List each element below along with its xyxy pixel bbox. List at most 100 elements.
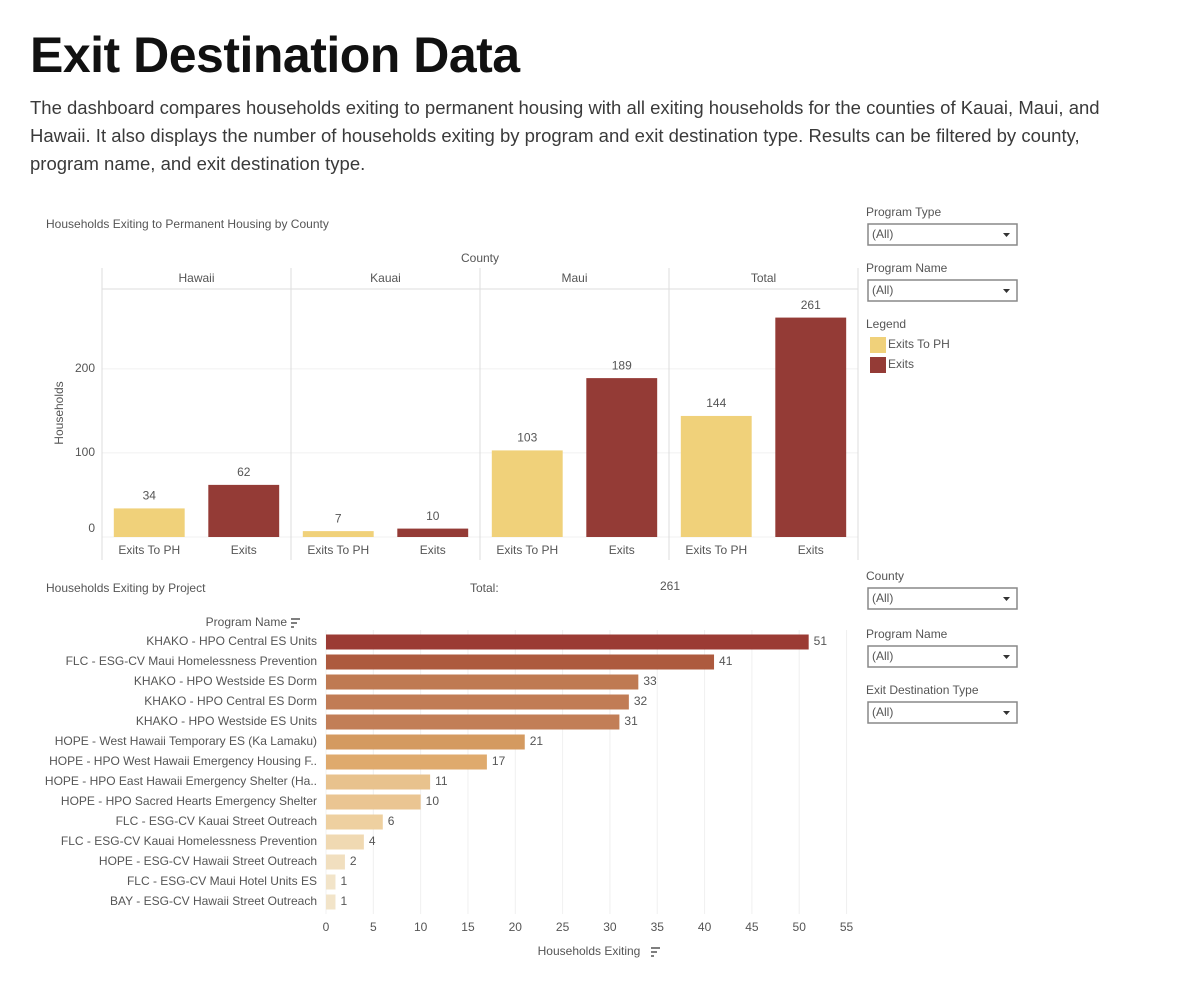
- value-label: 1: [340, 874, 347, 888]
- legend-swatch: [870, 337, 886, 353]
- y-axis-header: Program Name: [206, 615, 288, 629]
- facet-label: Hawaii: [178, 271, 214, 285]
- x-tick-label: 35: [651, 920, 665, 934]
- value-label: 62: [237, 465, 251, 479]
- x-tick-label: 20: [509, 920, 523, 934]
- filter-value: (All): [872, 283, 893, 297]
- value-label: 17: [492, 754, 506, 768]
- value-label: 31: [624, 714, 638, 728]
- filter-dropdown[interactable]: [867, 279, 1018, 302]
- page-title: Exit Destination Data: [30, 27, 520, 83]
- y-tick-label: HOPE - HPO West Hawaii Emergency Housing…: [49, 754, 317, 768]
- value-label: 41: [719, 654, 733, 668]
- y-tick-label: 200: [75, 361, 95, 375]
- x-tick-label: 15: [461, 920, 475, 934]
- x-tick-label: 30: [603, 920, 617, 934]
- y-tick-label: HOPE - HPO East Hawaii Emergency Shelter…: [45, 774, 317, 788]
- value-label: 103: [517, 431, 537, 445]
- legend-label: Exits To PH: [888, 337, 950, 351]
- dropdown-arrow: [1003, 289, 1010, 293]
- filter-label: Program Name: [866, 627, 948, 641]
- facet-label: Total: [751, 271, 776, 285]
- y-tick-label: KHAKO - HPO Westside ES Units: [136, 714, 317, 728]
- filter-value: (All): [872, 705, 893, 719]
- x-tick-label: 50: [793, 920, 807, 934]
- y-tick-label: KHAKO - HPO Westside ES Dorm: [134, 674, 317, 688]
- y-tick-label: 100: [75, 445, 95, 459]
- sort-icon: [651, 947, 660, 957]
- filter-dropdown[interactable]: [867, 587, 1018, 610]
- chart-title: Households Exiting by Project: [46, 581, 206, 595]
- description: The dashboard compares households exitin…: [30, 97, 1100, 174]
- y-tick-label: 0: [88, 521, 95, 535]
- value-label: 2: [350, 854, 357, 868]
- filter-dropdown[interactable]: [867, 645, 1018, 668]
- x-tick-label: Exits: [609, 543, 635, 557]
- header: Exit Destination Data The dashboard comp…: [30, 26, 1150, 178]
- x-axis-label: Households Exiting: [538, 944, 641, 958]
- value-label: 32: [634, 694, 648, 708]
- bar: [326, 794, 421, 810]
- filter-label: County: [866, 569, 904, 583]
- y-tick-label: HOPE - ESG-CV Hawaii Street Outreach: [99, 854, 317, 868]
- filter-dropdown[interactable]: [867, 223, 1018, 246]
- total-label: Total:: [470, 581, 499, 595]
- legend-title: Legend: [866, 317, 906, 331]
- bar: [326, 814, 383, 830]
- dropdown-arrow: [1003, 711, 1010, 715]
- bar: [326, 854, 345, 870]
- y-axis-label: Households: [52, 381, 66, 444]
- bar: [302, 531, 374, 537]
- legend-label: Exits: [888, 357, 914, 371]
- x-tick-label: 40: [698, 920, 712, 934]
- value-label: 51: [814, 634, 828, 648]
- x-tick-label: 45: [745, 920, 759, 934]
- bar: [208, 484, 280, 537]
- value-label: 34: [143, 489, 157, 503]
- x-tick-label: Exits To PH: [685, 543, 747, 557]
- x-tick-label: Exits To PH: [118, 543, 180, 557]
- bar: [326, 654, 715, 670]
- bar: [326, 834, 364, 850]
- facet-label: Maui: [561, 271, 587, 285]
- filter-dropdown[interactable]: [867, 701, 1018, 724]
- y-tick-label: KHAKO - HPO Central ES Units: [146, 634, 317, 648]
- filter-label: Program Name: [866, 261, 948, 275]
- y-tick-label: KHAKO - HPO Central ES Dorm: [144, 694, 317, 708]
- bar: [397, 528, 469, 537]
- value-label: 7: [335, 511, 342, 525]
- y-tick-label: HOPE - West Hawaii Temporary ES (Ka Lama…: [55, 734, 317, 748]
- y-tick-label: FLC - ESG-CV Kauai Street Outreach: [116, 814, 317, 828]
- x-tick-label: Exits To PH: [307, 543, 369, 557]
- filter-value: (All): [872, 227, 893, 241]
- value-label: 4: [369, 834, 376, 848]
- value-label: 11: [435, 774, 448, 788]
- filter-label: Exit Destination Type: [866, 683, 979, 697]
- bar: [775, 317, 847, 537]
- filter-value: (All): [872, 591, 893, 605]
- x-tick-label: 10: [414, 920, 428, 934]
- bar: [326, 894, 336, 910]
- x-tick-label: Exits: [798, 543, 824, 557]
- value-label: 21: [530, 734, 544, 748]
- dropdown-arrow: [1003, 655, 1010, 659]
- x-tick-label: 0: [323, 920, 330, 934]
- bar: [680, 415, 752, 537]
- chart-title: Households Exiting to Permanent Housing …: [46, 217, 329, 231]
- dropdown-arrow: [1003, 597, 1010, 601]
- value-label: 10: [426, 509, 440, 523]
- bar: [326, 634, 809, 650]
- bar: [326, 774, 431, 790]
- bar: [326, 754, 487, 770]
- value-label: 189: [612, 358, 632, 372]
- facet-axis-label: County: [461, 251, 499, 265]
- x-tick-label: 55: [840, 920, 854, 934]
- bar: [586, 378, 658, 537]
- filter-value: (All): [872, 649, 893, 663]
- value-label: 10: [426, 794, 440, 808]
- x-tick-label: Exits To PH: [496, 543, 558, 557]
- x-tick-label: 25: [556, 920, 570, 934]
- bar: [326, 714, 620, 730]
- legend-swatch: [870, 357, 886, 373]
